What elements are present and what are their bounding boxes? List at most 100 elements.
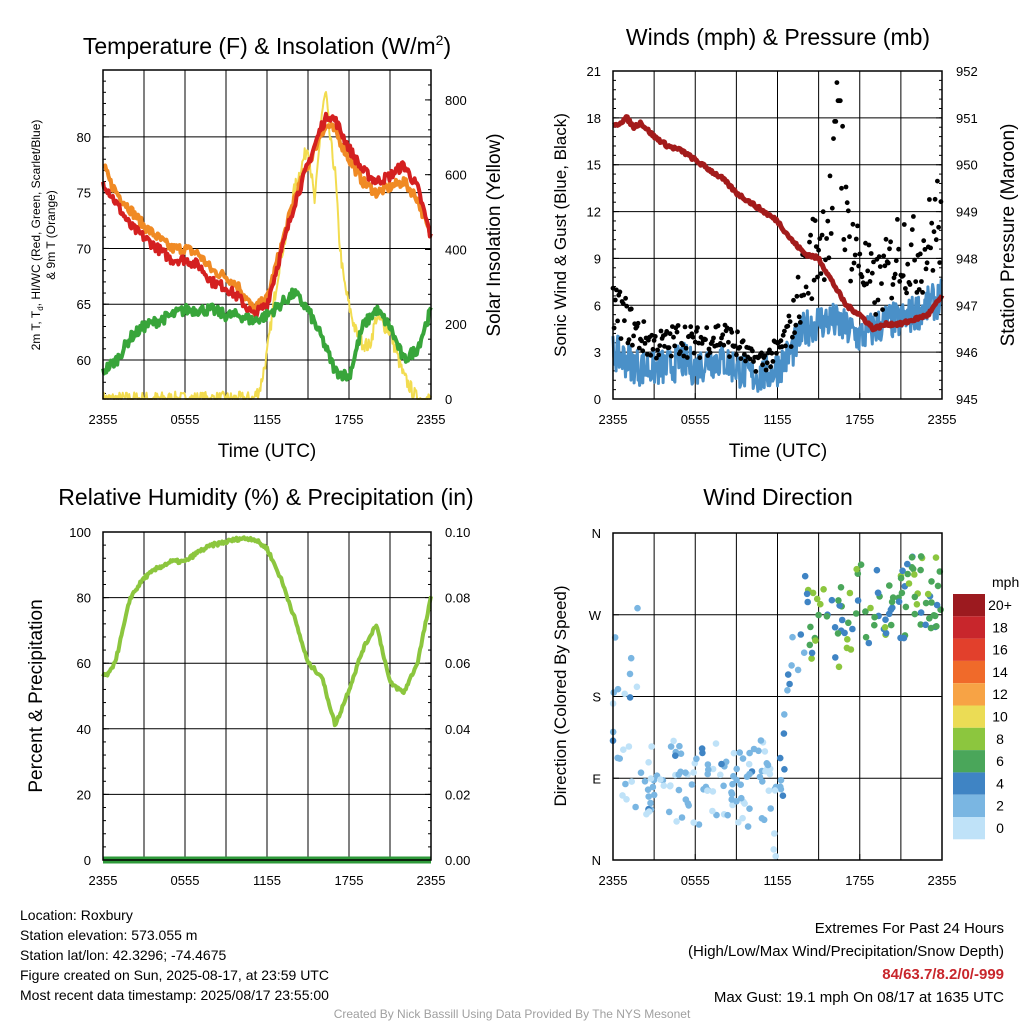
temp-y-tick-label: 80 (77, 130, 91, 145)
winds-y-tick-label: 6 (594, 298, 601, 313)
wind-direction-point (676, 742, 683, 750)
wind-direction-point (634, 604, 641, 612)
wind-gust-point (876, 254, 882, 260)
legend-label: 2 (996, 798, 1004, 814)
wind-direction-point (622, 780, 629, 788)
rh-x-tick-label: 1755 (335, 873, 364, 888)
wind-gust-point (801, 292, 807, 298)
wind-gust-point (651, 338, 657, 343)
wind-direction-point (771, 787, 779, 794)
wind-direction-point (628, 778, 635, 785)
wind-direction-point (808, 655, 815, 662)
wind-gust-point (690, 334, 696, 340)
created-text: Figure created on Sun, 2025-08-17, at 23… (20, 967, 329, 983)
wind-direction-point (764, 761, 772, 769)
wind-gust-point (751, 359, 756, 364)
wind-direction-point (619, 792, 626, 799)
wind-direction-point (873, 566, 881, 574)
latlon-text: Station lat/lon: 42.3296; -74.4675 (20, 947, 227, 963)
wind-gust-point (865, 268, 871, 274)
credit-text: Created By Nick Bassill Using Data Provi… (333, 1007, 691, 1021)
wind-gust-point (927, 197, 932, 202)
wind-gust-point (797, 320, 803, 325)
humidity-plot-frame (102, 531, 432, 861)
wind-direction-point (733, 765, 740, 773)
wind-direction-point (815, 611, 822, 619)
wdir-y-tick-label: S (592, 690, 601, 705)
winds-y2-tick-label: 952 (956, 64, 978, 79)
wind-gust-point (704, 325, 710, 331)
wind-direction-point (813, 595, 821, 603)
wind-gust-point (821, 277, 827, 283)
wind-gust-point (715, 323, 721, 329)
wind-gust-point (933, 237, 939, 243)
wind-direction-point (739, 814, 746, 822)
wind-gust-point (912, 257, 917, 263)
wind-direction-point (704, 761, 712, 768)
wind-gust-point (841, 237, 847, 242)
wind-gust-point (678, 349, 683, 355)
wind-direction-point (771, 830, 778, 837)
wind-direction-point (632, 803, 639, 811)
wind-gust-point (873, 312, 879, 317)
wind-gust-point (908, 242, 914, 248)
temp-y-tick-label: 75 (77, 186, 91, 201)
wind-gust-point (747, 356, 753, 362)
wind-gust-point (795, 274, 801, 280)
wind-gust-point (738, 356, 744, 361)
legend-swatch (953, 817, 985, 840)
wind-direction-point (729, 780, 736, 788)
wind-direction-point (835, 597, 842, 604)
wind-direction-point (905, 580, 913, 587)
wind-direction-point (625, 743, 633, 750)
wind-gust-point (675, 323, 681, 328)
wind-direction-point (820, 586, 827, 593)
wind-gust-point (742, 352, 747, 357)
wind-gust-point (612, 297, 618, 303)
wind-gust-point (706, 346, 712, 352)
legend-swatch (953, 794, 985, 817)
temp-y2-tick-label: 600 (445, 168, 467, 183)
wind-direction-point (712, 740, 720, 747)
winds-y-tick-label: 21 (587, 64, 601, 79)
wind-gust-point (819, 232, 825, 238)
wind-gust-point (900, 273, 906, 278)
wind-direction-point (717, 771, 724, 779)
wind-gust-point (869, 270, 875, 276)
legend-swatch (953, 750, 985, 773)
wind-gust-point (648, 352, 654, 358)
wind-gust-point (852, 252, 858, 258)
wind-direction-point (852, 610, 860, 617)
wind-gust-point (842, 247, 848, 253)
extremes-heading: Extremes For Past 24 Hours (814, 920, 1004, 937)
wind-direction-point (898, 589, 906, 597)
temp-x-tick-label: 2355 (89, 412, 118, 427)
temp-y2-tick-label: 800 (445, 93, 467, 108)
wind-direction-point (788, 662, 795, 669)
wind-gust-point (664, 329, 670, 334)
wind-gust-point (905, 261, 911, 267)
temperature-9m-line (102, 122, 433, 316)
pressure-y2label: Station Pressure (Maroon) (998, 124, 1019, 347)
wind-direction-point (730, 772, 737, 780)
wind-direction-point (844, 636, 851, 643)
winds-x-tick-label: 1155 (764, 412, 792, 427)
legend-label: 18 (992, 619, 1008, 635)
wind-direction-point (660, 782, 668, 789)
wind-direction-point (757, 737, 765, 744)
wind-direction-point (789, 633, 796, 641)
wind-direction-panel: Wind Direction 2355 0555 1155 1755 2355 N E S W N… (551, 484, 1019, 888)
winds-y-tick-label: 0 (594, 392, 601, 407)
wind-gust-point (916, 287, 922, 292)
wind-direction-point (804, 598, 811, 606)
winds-x-tick-label: 2355 (599, 412, 628, 427)
legend-label: 0 (996, 820, 1004, 836)
wind-gust-point (831, 136, 836, 142)
legend-swatch (953, 594, 985, 617)
wind-direction-point (781, 766, 788, 773)
wind-direction-point (776, 754, 784, 762)
temp-y2-tick-label: 200 (445, 317, 467, 332)
winds-y2-tick-label: 946 (956, 345, 978, 360)
wind-direction-point (682, 769, 689, 776)
wind-direction-point (626, 694, 634, 701)
